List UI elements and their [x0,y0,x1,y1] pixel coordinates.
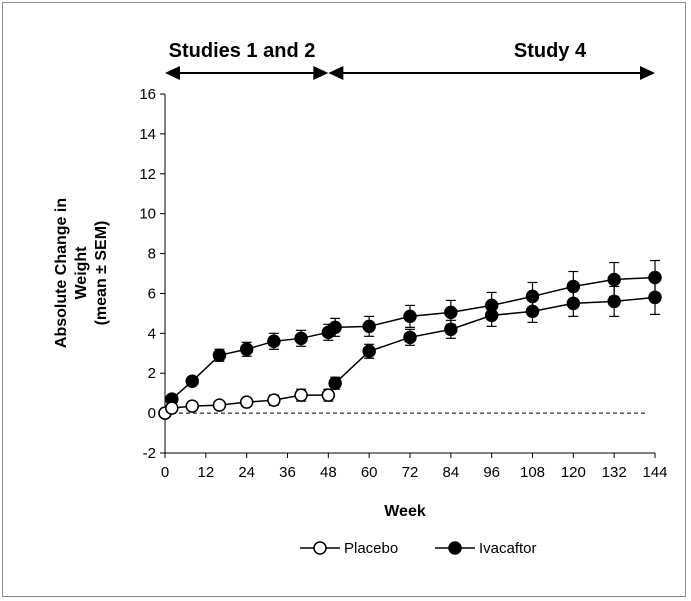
series-ivacaftor [158,259,662,420]
arrowhead-right [313,66,329,80]
chart-frame [2,2,686,597]
data-point [566,296,581,311]
data-point [239,342,254,357]
data-point [294,331,308,346]
data-point [212,398,227,412]
x-tick-label: 24 [238,464,255,481]
period-label: Study 4 [514,40,587,62]
x-tick-label: 144 [642,464,667,481]
period-annotations: Studies 1 and 2 Study 4 [165,40,655,80]
legend-label: Ivacaftor [479,540,537,557]
data-point [362,319,376,334]
data-point [185,374,199,388]
y-tick-label: 14 [139,126,156,143]
y-axis-title: Absolute Change in Weight (mean ± SEM) [53,198,110,348]
x-tick-label: 12 [197,464,214,481]
x-tick-label: 48 [320,464,337,481]
data-point [403,330,417,345]
data-point [321,388,336,402]
data-point [328,320,342,335]
arrowhead-left [165,66,180,80]
series-placebo [158,279,662,420]
y-tick-label: 6 [148,285,156,302]
data-point [607,294,621,309]
data-point [484,308,499,323]
data-point [212,348,227,363]
y-tick-label: -2 [143,445,156,462]
legend-marker [448,541,462,555]
arrowhead-left [328,66,344,80]
y-tick-label: 16 [139,86,156,103]
legend-marker [313,541,327,555]
y-axis-title-line: Weight [73,246,90,300]
data-point [294,388,308,402]
data-point [165,401,179,415]
arrowhead-right [640,66,655,80]
data-point [444,305,458,320]
data-point [525,304,540,319]
data-point [239,395,254,409]
y-tick-label: 2 [148,365,156,382]
y-tick-label: 12 [139,166,156,183]
legend-entry: Placebo [300,540,398,557]
x-tick-label: 84 [442,464,459,481]
series-layer [158,259,662,420]
data-point [403,309,417,324]
x-tick-label: 96 [483,464,500,481]
y-axis-title-line: Absolute Change in [53,198,70,348]
period-label: Studies 1 and 2 [169,40,316,62]
legend: Placebo Ivacaftor [300,540,537,557]
data-point [328,376,342,390]
data-point [185,399,199,413]
y-tick-label: 10 [139,206,156,223]
y-tick-label: 0 [148,405,156,422]
x-tick-label: 60 [361,464,378,481]
x-tick-label: 72 [402,464,419,481]
x-axis-title: Week [384,503,426,520]
y-tick-label: 4 [148,325,156,342]
data-point [267,393,281,407]
data-point [648,290,662,305]
legend-label: Placebo [344,540,398,557]
data-point [362,344,376,359]
x-tick-label: 108 [520,464,545,481]
x-tick-label: 0 [161,464,169,481]
data-point [607,272,621,287]
period-arrow: Studies 1 and 2 [165,40,329,80]
data-point [444,322,458,337]
x-tick-label: 120 [561,464,586,481]
y-axis-title-line: (mean ± SEM) [93,221,110,326]
y-tick-label: 8 [148,246,156,263]
legend-entry: Ivacaftor [435,540,537,557]
period-arrow: Study 4 [328,40,655,80]
x-tick-label: 36 [279,464,296,481]
x-tick-label: 132 [602,464,627,481]
data-point [267,334,281,349]
